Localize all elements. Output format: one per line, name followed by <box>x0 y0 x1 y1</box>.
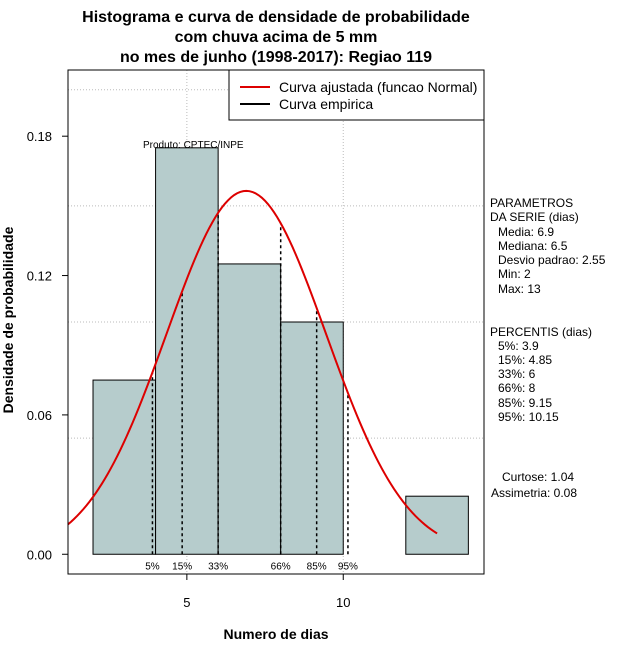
param-min: Min: 2 <box>498 267 531 281</box>
percentile-label-2: 33% <box>208 561 228 572</box>
normal-curve <box>67 189 438 535</box>
percentil-5: 5%: 3.9 <box>498 339 539 353</box>
histogram-bar-5 <box>405 495 469 555</box>
percentile-label-0: 5% <box>145 561 160 572</box>
histogram-bar-2 <box>217 263 282 555</box>
histogram-bars <box>92 147 469 555</box>
percentile-lines: 5% 15% 33% 66% 85% 95% <box>145 212 358 572</box>
y-axis-label: Densidade de probabilidade <box>0 226 16 413</box>
chart-title-line-3: no mes de junho (1998-2017): Regiao 119 <box>120 49 432 66</box>
percentil-66: 66%: 8 <box>498 381 536 395</box>
percentile-label-3: 66% <box>271 561 291 572</box>
param-mean: Media: 6.9 <box>498 225 554 239</box>
product-annotation: Produto: CPTEC/INPE <box>143 140 244 151</box>
percentis-header: PERCENTIS (dias) <box>490 325 592 339</box>
stat-skewness: Assimetria: 0.08 <box>491 486 577 500</box>
legend-empirical-label: Curva empirica <box>279 96 373 112</box>
legend: Curva ajustada (funcao Normal) Curva emp… <box>228 69 485 121</box>
legend-box <box>228 69 485 121</box>
y-tick-label-3: 0.18 <box>27 129 52 144</box>
param-sd: Desvio padrao: 2.55 <box>498 253 606 267</box>
params-header-1: PARAMETROS <box>490 196 573 210</box>
x-tick-label-0: 5 <box>183 595 190 610</box>
param-max: Max: 13 <box>498 282 541 296</box>
axes: 5 10 0.00 0.06 0.12 0.18 <box>27 129 351 610</box>
param-median: Mediana: 6.5 <box>498 239 568 253</box>
percentil-15: 15%: 4.85 <box>498 353 552 367</box>
percentile-label-1: 15% <box>172 561 192 572</box>
histogram-bar-3 <box>280 321 344 555</box>
histogram-bar-0 <box>92 379 157 555</box>
side-panel: PARAMETROS DA SERIE (dias) Media: 6.9 Me… <box>490 196 606 500</box>
normal-fit-curve <box>67 189 438 535</box>
y-tick-label-1: 0.06 <box>27 408 52 423</box>
percentil-33: 33%: 6 <box>498 367 536 381</box>
y-tick-label-0: 0.00 <box>27 547 52 562</box>
percentile-label-4: 85% <box>307 561 327 572</box>
y-tick-label-2: 0.12 <box>27 269 52 284</box>
chart-title-line-1: Histograma e curva de densidade de proba… <box>82 9 470 26</box>
x-tick-label-1: 10 <box>336 595 350 610</box>
percentil-85: 85%: 9.15 <box>498 396 552 410</box>
legend-fit-label: Curva ajustada (funcao Normal) <box>279 79 477 95</box>
chart-title-line-2: com chuva acima de 5 mm <box>175 29 378 46</box>
histogram-bar-1 <box>155 147 219 555</box>
params-header-2: DA SERIE (dias) <box>490 210 579 224</box>
percentile-label-5: 95% <box>338 561 358 572</box>
x-axis-label: Numero de dias <box>223 626 328 642</box>
percentil-95: 95%: 10.15 <box>498 410 559 424</box>
stat-kurtosis: Curtose: 1.04 <box>502 470 574 484</box>
